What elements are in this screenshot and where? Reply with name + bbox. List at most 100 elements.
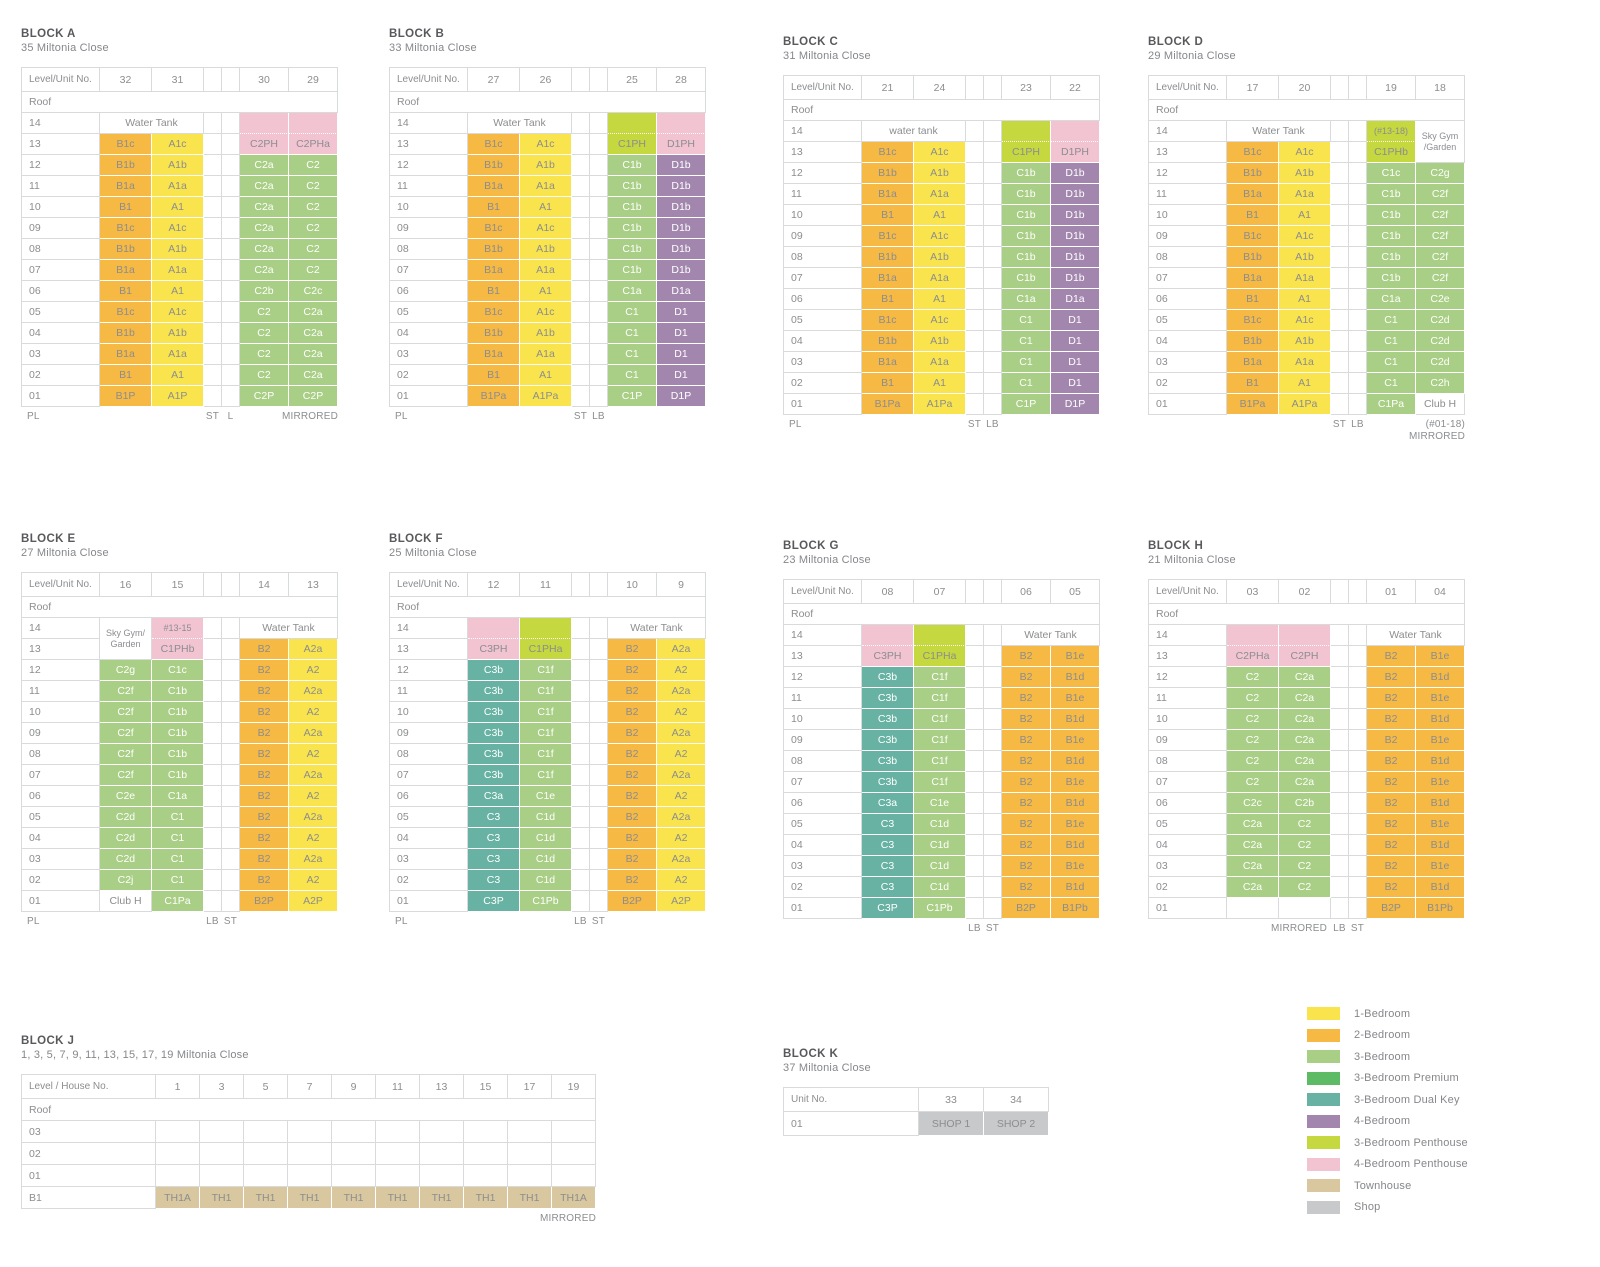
unit-cell: C2a [289, 323, 338, 344]
column-header: 30 [240, 68, 289, 92]
level-row: 02 C2a C2 B2 B1d [1149, 877, 1465, 898]
gap-cell [1331, 667, 1349, 688]
unit-cell: C2P [240, 386, 289, 407]
level-label: 10 [1149, 205, 1227, 226]
level-row: 03 B1a A1a C2 C2a [22, 344, 338, 365]
table-body: Roof 14 Sky Gym/ Garden #13-15 Water Tank 13 C… [22, 597, 338, 912]
footer-label: LB [1333, 923, 1346, 934]
column-header: 05 [1051, 580, 1100, 604]
gap-cell [572, 681, 590, 702]
unit-cell: D1 [1051, 373, 1100, 394]
unit-cell: B2 [1002, 751, 1051, 772]
unit-cell: C1b [152, 681, 204, 702]
gap-cell [222, 260, 240, 281]
unit-cell: B1c [862, 142, 914, 163]
level-row: 01 C3P C1Pb B2P A2P [390, 891, 706, 912]
gap-cell [966, 352, 984, 373]
unit-cell: B2 [1367, 730, 1416, 751]
unit-cell: B1c [468, 134, 520, 155]
gap-cell [1349, 310, 1367, 331]
unit-cell: A1a [520, 176, 572, 197]
unit-cell: C1d [520, 828, 572, 849]
unit-cell: B1 [100, 365, 152, 386]
level-row: 06 C2e C1a B2 A2 [22, 786, 338, 807]
unit-cell [1051, 121, 1100, 142]
unit-cell: TH1 [288, 1187, 332, 1209]
unit-cell: C2a [1227, 814, 1279, 835]
unit-cell: A1b [520, 323, 572, 344]
gap-cell [572, 744, 590, 765]
roof-cell: Roof [390, 597, 706, 618]
gap-cell [204, 113, 222, 134]
unit-cell: C1b [1002, 205, 1051, 226]
level-row: 14 Water Tank [1149, 625, 1465, 646]
level-row: 01 Club H C1Pa B2P A2P [22, 891, 338, 912]
block-footer: PL LB ST [389, 915, 706, 929]
level-row: 07 B1a A1a C1b D1b [390, 260, 706, 281]
gap-cell [204, 386, 222, 407]
legend-swatch [1307, 1050, 1340, 1064]
gap-cell [984, 142, 1002, 163]
unit-cell: C1f [520, 744, 572, 765]
column-header [1349, 76, 1367, 100]
level-label: 04 [1149, 835, 1227, 856]
gap-cell [156, 1121, 200, 1143]
column-header: 31 [152, 68, 204, 92]
unit-cell: C2f [100, 744, 152, 765]
unit-cell: C3 [468, 828, 520, 849]
unit-cell: B2 [1367, 793, 1416, 814]
gap-cell [572, 891, 590, 912]
level-column-header: Unit No. [784, 1088, 919, 1112]
block-H: BLOCK H 21 Miltonia Close Level/Unit No. 03… [1148, 540, 1465, 936]
gap-cell [1331, 121, 1349, 142]
unit-cell: A1 [914, 289, 966, 310]
legend-swatch [1307, 1136, 1340, 1150]
unit-cell: A2P [289, 891, 338, 912]
column-header: 32 [100, 68, 152, 92]
legend-swatch [1307, 1093, 1340, 1107]
gap-cell [204, 786, 222, 807]
gap-cell [1349, 163, 1367, 184]
level-label: 13 [390, 134, 468, 155]
gap-cell [590, 891, 608, 912]
level-row: 14 Water Tank [390, 113, 706, 134]
level-label: 01 [784, 898, 862, 919]
column-header: 13 [289, 573, 338, 597]
level-label: 12 [784, 163, 862, 184]
gap-cell [1349, 247, 1367, 268]
level-label: 02 [390, 870, 468, 891]
unit-cell: A1 [1279, 373, 1331, 394]
level-row: 04 B1b A1b C1 C2d [1149, 331, 1465, 352]
table-header: Level/Unit No. 12 11 10 9 [390, 573, 706, 597]
gap-cell [572, 660, 590, 681]
unit-cell: D1a [1051, 289, 1100, 310]
unit-cell: TH1A [552, 1187, 596, 1209]
unit-cell: C1f [914, 667, 966, 688]
gap-cell [984, 835, 1002, 856]
gap-cell [572, 765, 590, 786]
unit-cell: C3b [468, 765, 520, 786]
gap-cell [420, 1143, 464, 1165]
gap-cell [590, 786, 608, 807]
level-row: 08 B1b A1b C2a C2 [22, 239, 338, 260]
roof-cell: Roof [390, 92, 706, 113]
unit-cell: A2a [657, 639, 706, 660]
gap-cell [1279, 898, 1331, 919]
unit-cell: C3a [862, 793, 914, 814]
level-column-header: Level/Unit No. [390, 68, 468, 92]
unit-cell: B1e [1416, 730, 1465, 751]
gap-cell [222, 365, 240, 386]
gap-cell [222, 134, 240, 155]
unit-cell: C1b [1367, 184, 1416, 205]
block-address: 31 Miltonia Close [783, 50, 871, 62]
block-title: BLOCK C [783, 36, 839, 48]
gap-cell [984, 163, 1002, 184]
unit-cell: A2a [657, 765, 706, 786]
gap-cell [288, 1165, 332, 1187]
unit-cell: C1f [520, 723, 572, 744]
footer-label: LB [206, 916, 219, 927]
level-row: 08 B1b A1b C1b D1b [784, 247, 1100, 268]
column-header: 23 [1002, 76, 1051, 100]
block-address: 23 Miltonia Close [783, 554, 871, 566]
gap-cell [966, 877, 984, 898]
